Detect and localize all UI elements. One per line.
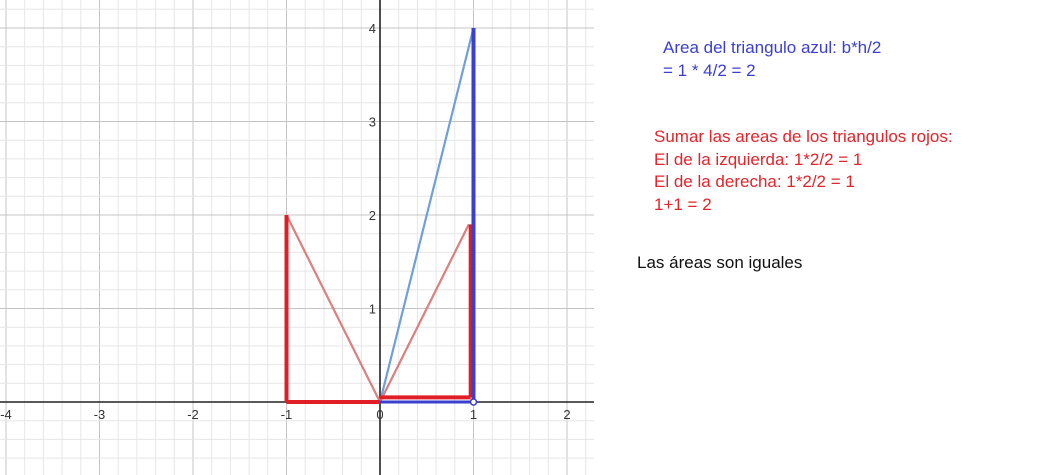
red-note-line: 1+1 = 2 [654, 194, 712, 214]
red-left-diagonal-line [285, 214, 381, 403]
x-tick-label: -1 [281, 407, 293, 422]
x-tick-label: 1 [470, 407, 477, 422]
blue-vertex-point [469, 398, 478, 406]
blue-diagonal-line [378, 27, 475, 403]
y-tick-label: 3 [369, 115, 376, 130]
coordinate-graph: -4 -3 -2 -1 0 1 2 1 2 3 4 [0, 0, 594, 475]
x-tick-label: -4 [0, 407, 12, 422]
red-note-line: El de la izquierda: 1*2/2 = 1 [654, 149, 863, 169]
tick-labels: -4 -3 -2 -1 0 1 2 1 2 3 4 [0, 21, 570, 422]
red-triangles-area-note: Sumar las areas de los triangulos rojos:… [654, 126, 953, 216]
x-tick-label: 2 [563, 407, 570, 422]
blue-triangle-area-note: Area del triangulo azul: b*h/2 = 1 * 4/2… [663, 37, 881, 82]
x-tick-label: -2 [187, 407, 199, 422]
y-tick-label: 2 [369, 208, 376, 223]
y-tick-label: 4 [369, 21, 376, 36]
blue-note-line: = 1 * 4/2 = 2 [663, 60, 756, 80]
x-tick-label: -3 [94, 407, 106, 422]
triangle-segments [284, 27, 478, 406]
x-tick-label: 0 [376, 407, 383, 422]
red-right-diagonal-line [379, 223, 470, 403]
red-note-line: El de la derecha: 1*2/2 = 1 [654, 172, 855, 191]
y-tick-label: 1 [369, 302, 376, 317]
blue-note-line: Area del triangulo azul: b*h/2 [663, 38, 882, 57]
conclusion-text: Las áreas son iguales [637, 253, 803, 272]
red-note-line: Sumar las areas de los triangulos rojos: [654, 127, 953, 146]
